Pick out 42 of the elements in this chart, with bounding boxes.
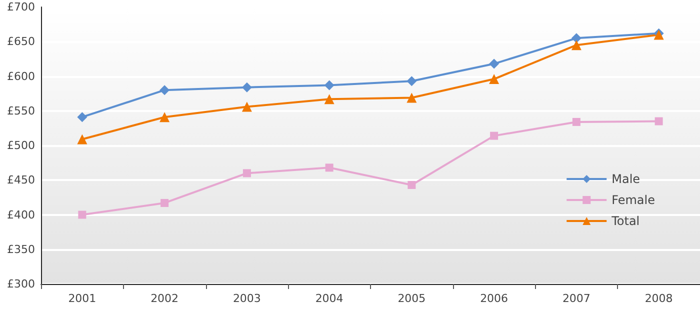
y-tick-label: £500 — [7, 139, 35, 152]
x-tick-label: 2007 — [562, 292, 590, 305]
point — [406, 92, 417, 103]
y-tick-label: £400 — [7, 208, 35, 222]
point — [489, 58, 500, 69]
point — [324, 80, 334, 90]
point — [571, 33, 582, 44]
point — [406, 76, 417, 86]
point — [242, 169, 251, 178]
x-tick-label: 2001 — [68, 292, 96, 305]
legend-label: Female — [612, 193, 655, 207]
point — [77, 134, 88, 144]
x-tick-label: 2006 — [480, 292, 508, 305]
point — [489, 74, 500, 84]
y-tick-label: £450 — [7, 174, 35, 187]
point — [160, 85, 170, 96]
y-tick-label: £300 — [7, 278, 35, 290]
x-tick-label: 2005 — [398, 292, 426, 305]
point — [572, 118, 580, 126]
point — [571, 40, 582, 50]
y-tick-label: £550 — [7, 104, 35, 118]
point — [242, 102, 252, 112]
x-tick-label: 2003 — [232, 292, 261, 305]
point — [160, 198, 169, 207]
point — [160, 112, 170, 122]
point — [324, 94, 334, 104]
point — [654, 117, 663, 126]
point — [408, 180, 416, 189]
x-tick-label: 2002 — [150, 292, 179, 305]
y-tick-label: £350 — [7, 242, 35, 256]
point — [242, 82, 252, 92]
y-tick-label: £700 — [7, 0, 35, 14]
x-tick-label: 2008 — [644, 292, 673, 305]
point — [490, 132, 498, 140]
point — [325, 164, 334, 172]
legend-label: Total — [610, 214, 640, 228]
x-tick-label: 2004 — [315, 292, 344, 305]
point — [77, 112, 88, 122]
y-tick-label: £650 — [7, 35, 35, 48]
point — [78, 210, 86, 219]
legend-label: Male — [612, 172, 640, 186]
y-tick-label: £600 — [7, 70, 35, 83]
